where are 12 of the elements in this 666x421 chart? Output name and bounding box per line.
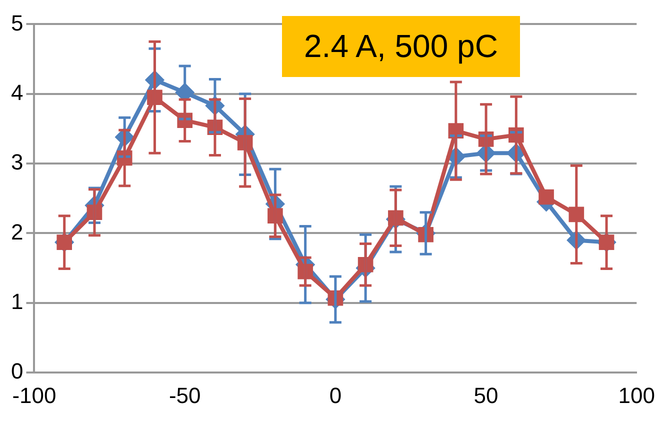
annotation: 2.4 A, 500 pC: [282, 16, 520, 77]
y-tick-label: 2: [10, 219, 24, 244]
y-tick-label: 5: [10, 10, 24, 36]
x-tick-label: -100: [12, 382, 56, 408]
x-tick-label: -50: [168, 382, 201, 408]
x-tick-label: 50: [474, 382, 498, 408]
y-tick-label: 1: [10, 288, 24, 314]
x-tick-label: 0: [329, 382, 342, 408]
y-tick-label: 0: [10, 358, 24, 384]
y-tick-label: 3: [10, 150, 24, 175]
x-tick-label: 100: [618, 382, 656, 408]
y-tick-label: 4: [10, 80, 24, 105]
